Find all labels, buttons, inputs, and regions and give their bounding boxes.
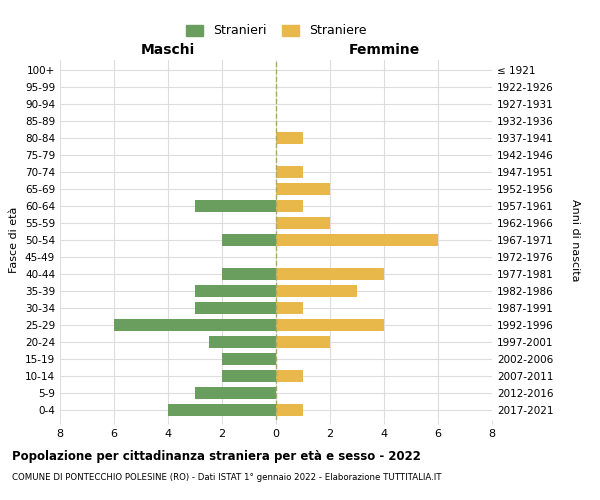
Bar xyxy=(276,319,384,331)
Bar xyxy=(276,183,330,195)
Bar xyxy=(276,166,303,178)
Text: Femmine: Femmine xyxy=(349,44,419,58)
Bar xyxy=(276,234,438,246)
Bar xyxy=(195,285,276,297)
Bar xyxy=(222,234,276,246)
Y-axis label: Fasce di età: Fasce di età xyxy=(10,207,19,273)
Y-axis label: Anni di nascita: Anni di nascita xyxy=(570,198,580,281)
Bar xyxy=(276,370,303,382)
Bar xyxy=(114,319,276,331)
Bar xyxy=(276,200,303,212)
Bar xyxy=(222,353,276,365)
Bar xyxy=(276,404,303,416)
Legend: Stranieri, Straniere: Stranieri, Straniere xyxy=(181,20,371,42)
Text: COMUNE DI PONTECCHIO POLESINE (RO) - Dati ISTAT 1° gennaio 2022 - Elaborazione T: COMUNE DI PONTECCHIO POLESINE (RO) - Dat… xyxy=(12,472,442,482)
Bar xyxy=(276,217,330,229)
Bar xyxy=(276,132,303,144)
Bar xyxy=(222,370,276,382)
Bar xyxy=(168,404,276,416)
Bar xyxy=(195,386,276,399)
Bar xyxy=(276,336,330,348)
Bar xyxy=(195,200,276,212)
Bar xyxy=(276,268,384,280)
Bar xyxy=(195,302,276,314)
Bar xyxy=(209,336,276,348)
Bar xyxy=(276,302,303,314)
Text: Maschi: Maschi xyxy=(141,44,195,58)
Bar xyxy=(276,285,357,297)
Text: Popolazione per cittadinanza straniera per età e sesso - 2022: Popolazione per cittadinanza straniera p… xyxy=(12,450,421,463)
Bar xyxy=(222,268,276,280)
